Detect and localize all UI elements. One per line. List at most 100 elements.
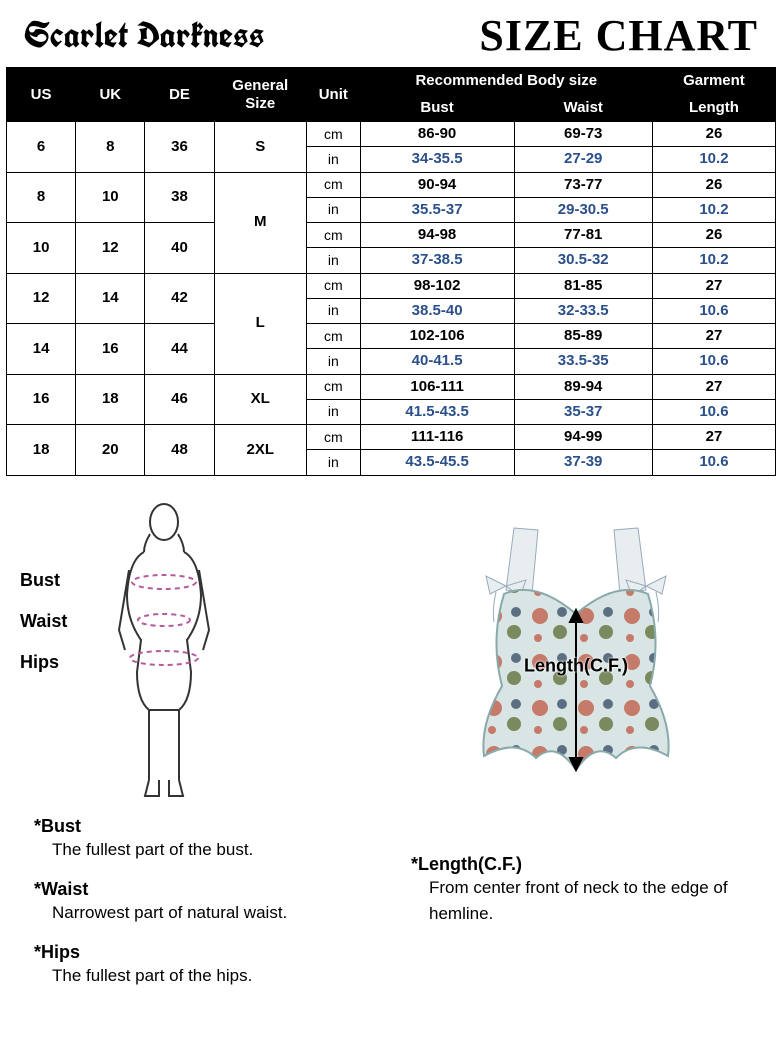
brand-logo: Scarlet Darkness: [24, 12, 264, 59]
cell-unit: in: [306, 147, 360, 172]
body-diagram: Bust Waist Hips: [20, 500, 370, 800]
cell-us: 12: [7, 273, 76, 324]
cell-unit: cm: [306, 324, 360, 349]
cell-unit: in: [306, 349, 360, 374]
cell-bust: 98-102: [360, 273, 514, 298]
cell-waist: 30.5-32: [514, 248, 652, 273]
cell-unit: in: [306, 197, 360, 222]
cell-us: 8: [7, 172, 76, 223]
cell-us: 6: [7, 122, 76, 173]
col-bust: Bust: [360, 95, 514, 122]
cell-uk: 8: [76, 122, 145, 173]
cell-unit: cm: [306, 273, 360, 298]
cell-bust: 106-111: [360, 374, 514, 399]
col-unit: Unit: [306, 68, 360, 122]
cell-bust: 40-41.5: [360, 349, 514, 374]
cell-general-size: 2XL: [214, 425, 306, 476]
page-title: SIZE CHART: [479, 10, 758, 61]
cell-unit: cm: [306, 122, 360, 147]
diagram-row: Bust Waist Hips: [0, 476, 782, 808]
def-term: *Waist: [34, 879, 371, 900]
cell-bust: 111-116: [360, 425, 514, 450]
cell-de: 40: [145, 223, 214, 274]
def-waist: *Waist Narrowest part of natural waist.: [34, 879, 371, 926]
def-text: Narrowest part of natural waist.: [34, 900, 371, 926]
cell-de: 46: [145, 374, 214, 425]
cell-length: 10.6: [652, 450, 775, 475]
col-garment: Garment: [652, 68, 775, 95]
cell-general-size: M: [214, 172, 306, 273]
cell-length: 27: [652, 324, 775, 349]
cell-waist: 73-77: [514, 172, 652, 197]
cell-bust: 38.5-40: [360, 298, 514, 323]
cell-waist: 35-37: [514, 399, 652, 424]
cell-waist: 85-89: [514, 324, 652, 349]
def-bust: *Bust The fullest part of the bust.: [34, 816, 371, 863]
cell-length: 26: [652, 223, 775, 248]
def-text: The fullest part of the bust.: [34, 837, 371, 863]
cell-waist: 33.5-35: [514, 349, 652, 374]
cell-unit: cm: [306, 425, 360, 450]
cell-uk: 16: [76, 324, 145, 375]
cell-length: 10.6: [652, 349, 775, 374]
cell-uk: 12: [76, 223, 145, 274]
cell-de: 44: [145, 324, 214, 375]
cell-length: 10.6: [652, 399, 775, 424]
cell-us: 16: [7, 374, 76, 425]
cell-de: 38: [145, 172, 214, 223]
cell-de: 48: [145, 425, 214, 476]
defs-left: *Bust The fullest part of the bust. *Wai…: [34, 816, 371, 1006]
col-general: General Size: [214, 68, 306, 122]
cell-length: 27: [652, 425, 775, 450]
cell-bust: 37-38.5: [360, 248, 514, 273]
cell-uk: 14: [76, 273, 145, 324]
cell-length: 10.2: [652, 147, 775, 172]
table-row: 101240cm94-9877-8126: [7, 223, 776, 248]
col-us: US: [7, 68, 76, 122]
cell-length: 10.6: [652, 298, 775, 323]
table-row: 81038Mcm90-9473-7726: [7, 172, 776, 197]
cell-unit: in: [306, 248, 360, 273]
cell-us: 18: [7, 425, 76, 476]
cell-length: 27: [652, 374, 775, 399]
def-length: *Length(C.F.) From center front of neck …: [411, 854, 748, 928]
cell-waist: 81-85: [514, 273, 652, 298]
table-row: 121442Lcm98-10281-8527: [7, 273, 776, 298]
table-row: 1820482XLcm111-11694-9927: [7, 425, 776, 450]
cell-waist: 69-73: [514, 122, 652, 147]
col-body-size: Recommended Body size: [360, 68, 652, 95]
defs-right: *Length(C.F.) From center front of neck …: [411, 816, 748, 1006]
cell-bust: 35.5-37: [360, 197, 514, 222]
cell-unit: in: [306, 450, 360, 475]
cell-general-size: S: [214, 122, 306, 173]
cell-waist: 27-29: [514, 147, 652, 172]
cell-length: 10.2: [652, 197, 775, 222]
cell-us: 14: [7, 324, 76, 375]
table-header: US UK DE General Size Unit Recommended B…: [7, 68, 776, 122]
header: Scarlet Darkness SIZE CHART: [0, 0, 782, 67]
def-term: *Length(C.F.): [411, 854, 748, 875]
cell-length: 10.2: [652, 248, 775, 273]
cell-general-size: XL: [214, 374, 306, 425]
label-waist: Waist: [20, 611, 67, 632]
cell-uk: 18: [76, 374, 145, 425]
garment-length-label: Length(C.F.): [524, 656, 628, 677]
cell-uk: 20: [76, 425, 145, 476]
cell-waist: 94-99: [514, 425, 652, 450]
cell-waist: 32-33.5: [514, 298, 652, 323]
def-text: The fullest part of the hips.: [34, 963, 371, 989]
table-row: 161846XLcm106-11189-9427: [7, 374, 776, 399]
cell-length: 27: [652, 273, 775, 298]
cell-de: 42: [145, 273, 214, 324]
def-text: From center front of neck to the edge of…: [411, 875, 748, 928]
label-bust: Bust: [20, 570, 67, 591]
table-row: 6836Scm86-9069-7326: [7, 122, 776, 147]
size-chart-table: US UK DE General Size Unit Recommended B…: [6, 67, 776, 476]
cell-bust: 34-35.5: [360, 147, 514, 172]
cell-bust: 86-90: [360, 122, 514, 147]
cell-waist: 37-39: [514, 450, 652, 475]
cell-length: 26: [652, 122, 775, 147]
def-hips: *Hips The fullest part of the hips.: [34, 942, 371, 989]
label-hips: Hips: [20, 652, 67, 673]
cell-bust: 41.5-43.5: [360, 399, 514, 424]
